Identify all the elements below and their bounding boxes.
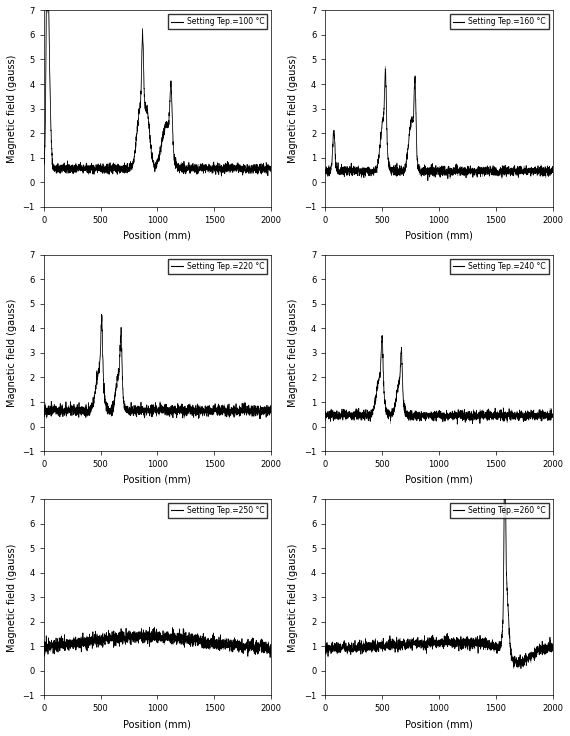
X-axis label: Position (mm): Position (mm) [405, 230, 473, 240]
Y-axis label: Magnetic field (gauss): Magnetic field (gauss) [288, 54, 299, 163]
Legend: Setting Tep.=100 °C: Setting Tep.=100 °C [168, 14, 267, 29]
X-axis label: Position (mm): Position (mm) [405, 719, 473, 729]
X-axis label: Position (mm): Position (mm) [124, 719, 192, 729]
Y-axis label: Magnetic field (gauss): Magnetic field (gauss) [7, 299, 17, 407]
X-axis label: Position (mm): Position (mm) [124, 475, 192, 484]
Legend: Setting Tep.=160 °C: Setting Tep.=160 °C [450, 14, 549, 29]
Legend: Setting Tep.=220 °C: Setting Tep.=220 °C [168, 258, 267, 274]
Legend: Setting Tep.=240 °C: Setting Tep.=240 °C [450, 258, 549, 274]
X-axis label: Position (mm): Position (mm) [405, 475, 473, 484]
Y-axis label: Magnetic field (gauss): Magnetic field (gauss) [7, 54, 17, 163]
Y-axis label: Magnetic field (gauss): Magnetic field (gauss) [288, 299, 299, 407]
Y-axis label: Magnetic field (gauss): Magnetic field (gauss) [288, 543, 299, 651]
Y-axis label: Magnetic field (gauss): Magnetic field (gauss) [7, 543, 17, 651]
Legend: Setting Tep.=250 °C: Setting Tep.=250 °C [168, 503, 267, 518]
Legend: Setting Tep.=260 °C: Setting Tep.=260 °C [450, 503, 549, 518]
X-axis label: Position (mm): Position (mm) [124, 230, 192, 240]
